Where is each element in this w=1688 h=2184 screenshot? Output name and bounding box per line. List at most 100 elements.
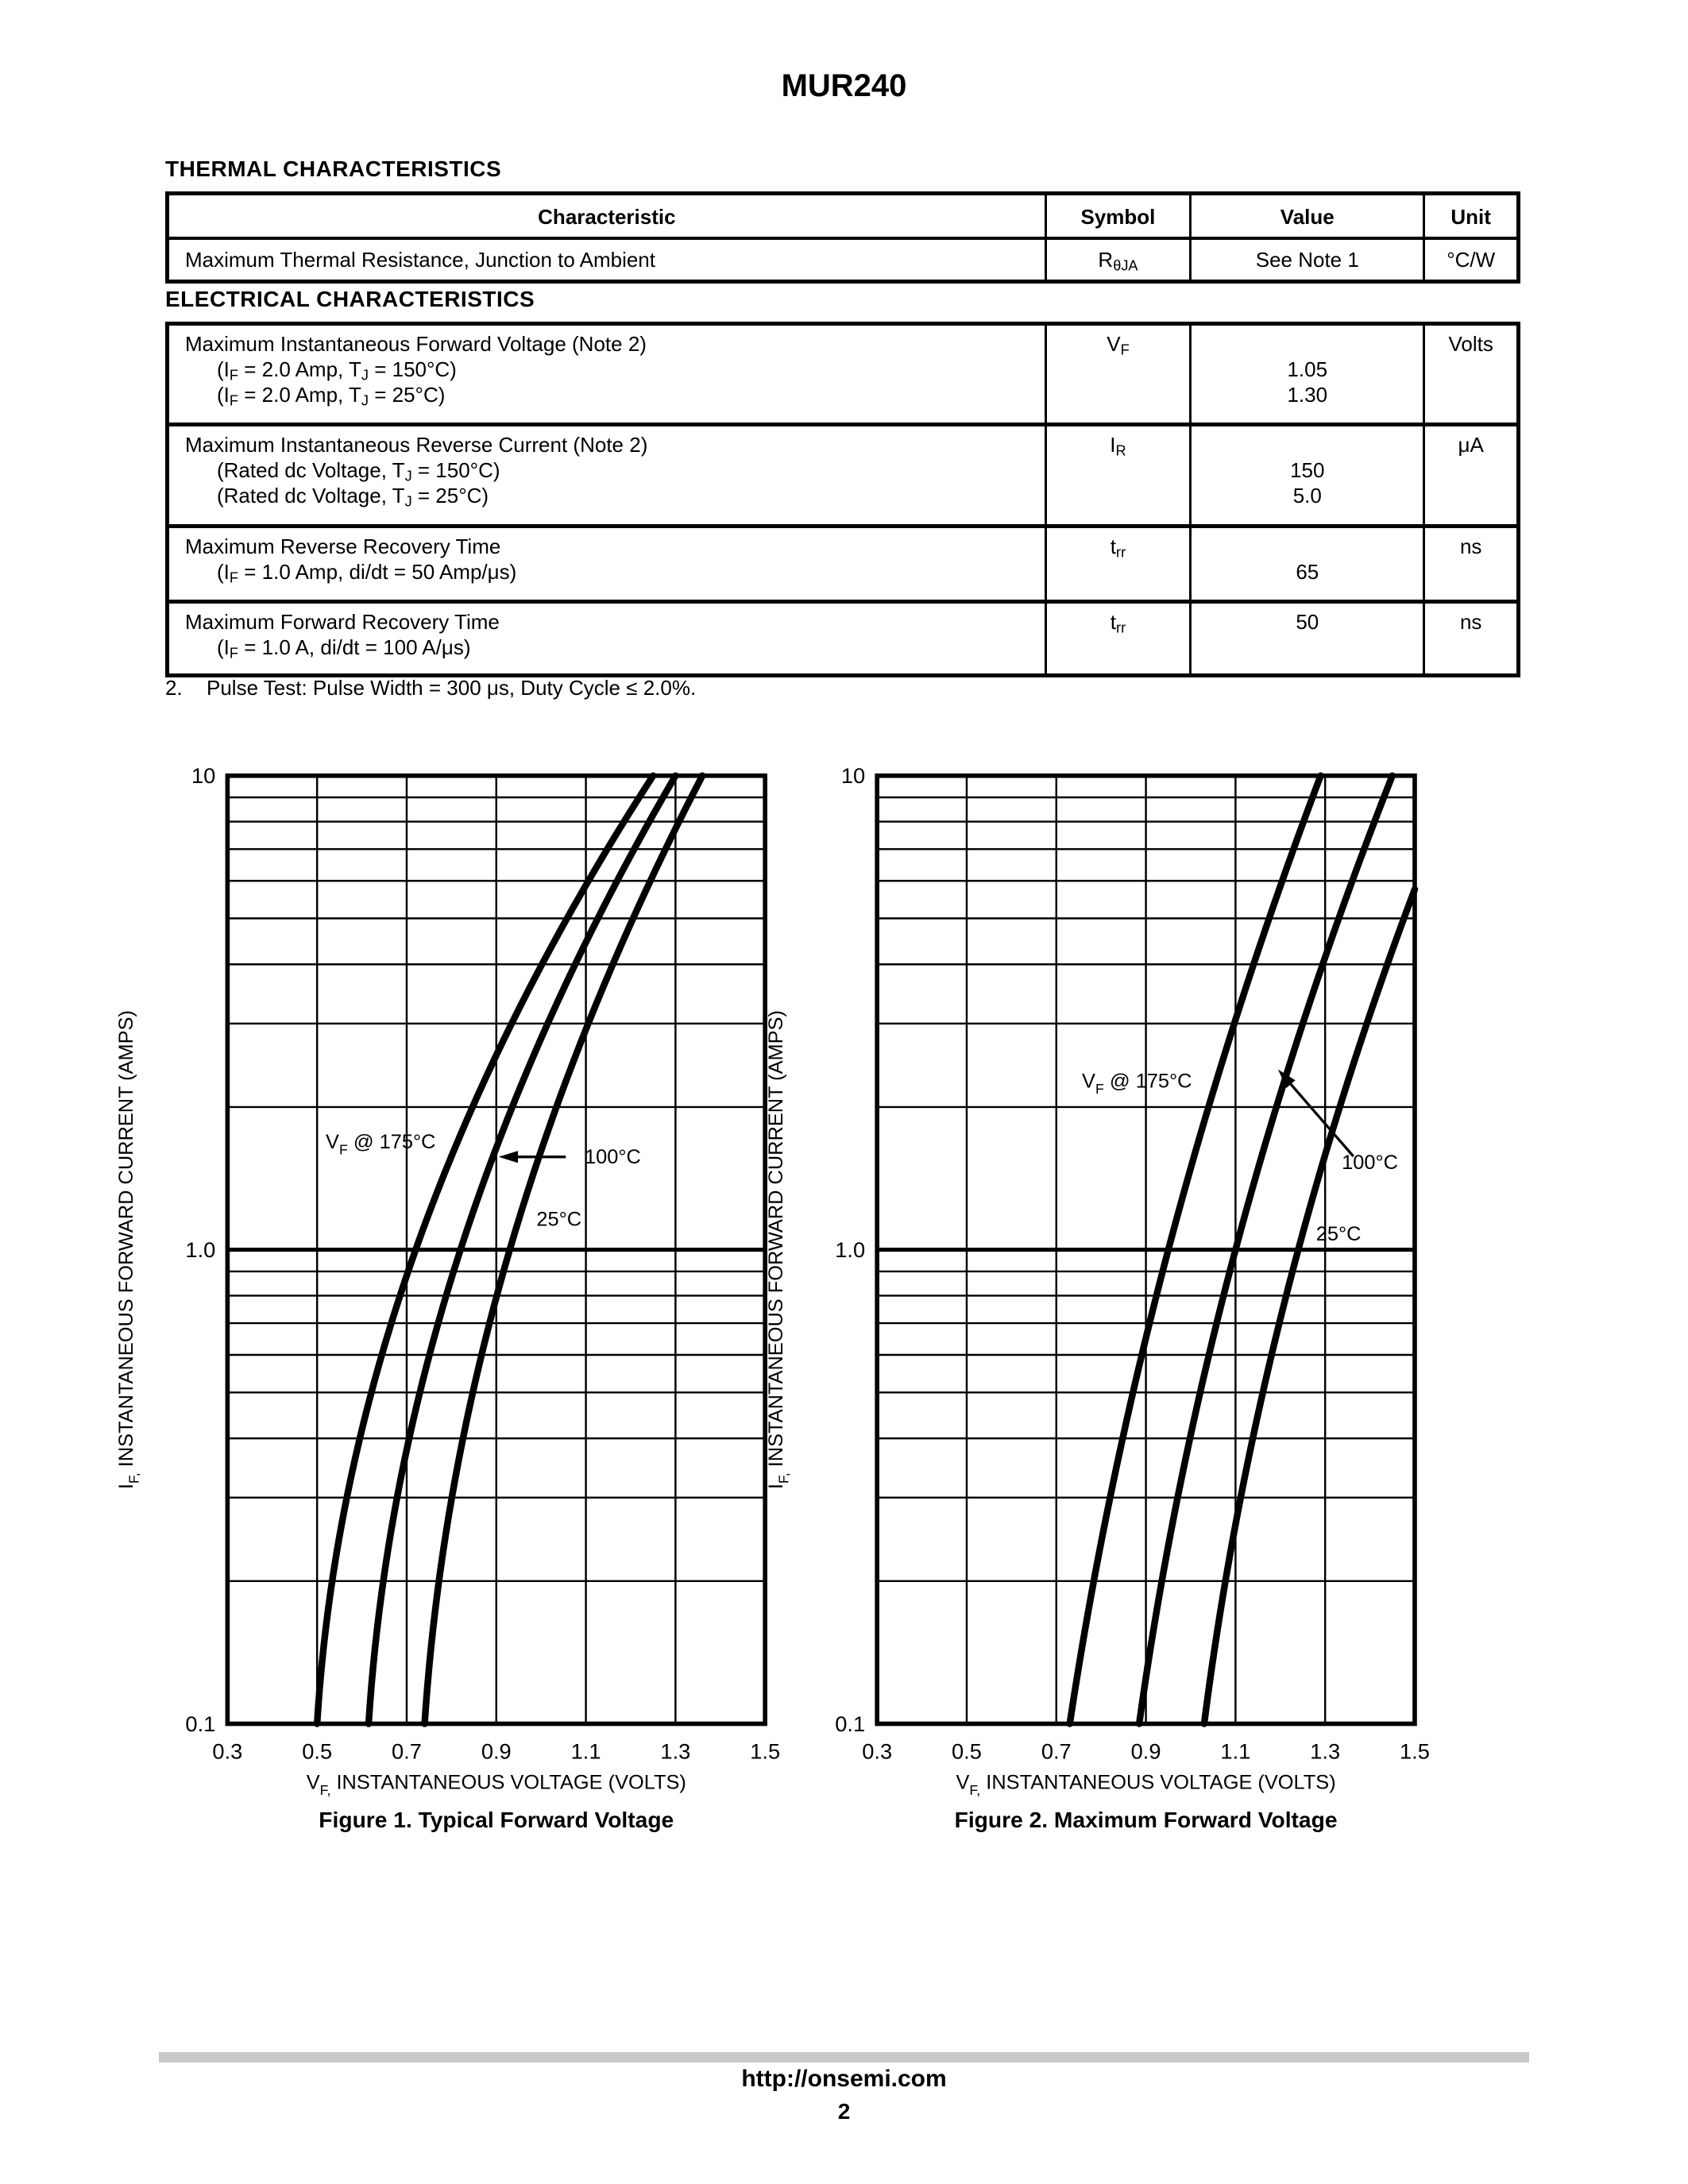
unit-cell: Volts	[1423, 326, 1516, 423]
value-cell: 1.05 1.30	[1189, 326, 1423, 423]
value-line: Value	[1280, 205, 1335, 229]
characteristic-line: (IF = 2.0 Amp, TJ = 150°C)	[217, 357, 457, 384]
x-tick-label: 1.3	[1310, 1739, 1340, 1764]
table-row: Maximum Instantaneous Forward Voltage (N…	[169, 326, 1516, 426]
forward-voltage-charts: 0.3 0.5 0.7 0.9 1.1 1.3 1.5 10 1.0 0.1 VF, INSTANT…	[115, 763, 1430, 1832]
x-axis-title: VF, INSTANTANEOUS VOLTAGE (VOLTS)	[956, 1771, 1336, 1798]
x-tick-label: 0.7	[1041, 1739, 1072, 1764]
x-tick-label: 1.5	[1400, 1739, 1430, 1764]
table-row: Maximum Reverse Recovery Time (IF = 1.0 A…	[169, 528, 1516, 604]
annotation-arrow-head	[498, 1151, 519, 1163]
unit-cell: Unit	[1423, 195, 1516, 237]
footnote-text: Pulse Test: Pulse Width = 300 μs, Duty C…	[207, 676, 697, 700]
y-tick-label: 10	[841, 763, 865, 788]
x-tick-label: 0.5	[302, 1739, 332, 1764]
plot-border	[875, 773, 1417, 1727]
annotation-arrow-line	[1289, 1083, 1354, 1158]
value-cell: 65	[1189, 528, 1423, 600]
y-axis-title: IF, INSTANTANEOUS FORWARD CURRENT (AMPS)	[765, 1010, 792, 1489]
table-row: Maximum Forward Recovery Time (IF = 1.0 A…	[169, 604, 1516, 673]
value-cell: 50	[1189, 604, 1423, 673]
symbol-cell: trr	[1044, 528, 1189, 600]
y-axis-title: IF, INSTANTANEOUS FORWARD CURRENT (AMPS)	[115, 1010, 142, 1489]
characteristic-line: (Rated dc Voltage, TJ = 150°C)	[217, 458, 500, 484]
footer-url: http://onsemi.com	[741, 2066, 947, 2092]
value-line: 1.05	[1287, 357, 1328, 381]
symbol-cell: trr	[1044, 604, 1189, 673]
chart: 0.3 0.5 0.7 0.9 1.1 1.3 1.5 10 1.0 0.1 VF, INSTANT…	[765, 763, 1430, 1832]
symbol-cell: IR	[1044, 426, 1189, 524]
thermal-table: Characteristic Symbol Value Unit Maximum The…	[165, 191, 1520, 284]
value-cell: See Note 1	[1189, 240, 1423, 280]
curve-label: 25°C	[536, 1209, 581, 1231]
symbol-cell: RθJA	[1044, 240, 1189, 280]
characteristic-cell: Maximum Reverse Recovery Time (IF = 1.0 A…	[169, 528, 1045, 600]
annotation-arrow-head	[1277, 1069, 1296, 1089]
symbol-cell: Symbol	[1044, 195, 1189, 237]
curve-175C	[313, 772, 657, 1727]
characteristic-cell: Maximum Instantaneous Forward Voltage (N…	[169, 326, 1045, 423]
characteristic-line: Maximum Instantaneous Reverse Current (N…	[185, 433, 648, 457]
curve-25C	[421, 772, 706, 1727]
characteristic-cell: Maximum Instantaneous Reverse Current (N…	[169, 426, 1045, 524]
x-tick-label: 1.3	[660, 1739, 690, 1764]
unit-cell: °C/W	[1423, 240, 1516, 280]
electrical-section-heading: ELECTRICAL CHARACTERISTICS	[165, 287, 535, 311]
figure-caption: Figure 2. Maximum Forward Voltage	[955, 1807, 1338, 1832]
x-tick-label: 0.7	[392, 1739, 422, 1764]
characteristic-line: Characteristic	[538, 205, 676, 229]
value-line	[1192, 432, 1423, 457]
curve-175C	[1066, 772, 1324, 1727]
y-tick-label: 0.1	[835, 1711, 865, 1736]
x-tick-label: 0.9	[481, 1739, 512, 1764]
unit-cell: ns	[1423, 604, 1516, 673]
characteristic-line: Maximum Instantaneous Forward Voltage (N…	[185, 332, 647, 356]
thermal-section-heading: THERMAL CHARACTERISTICS	[165, 156, 502, 181]
characteristic-line: (IF = 1.0 A, di/dt = 100 A/μs)	[217, 635, 471, 662]
value-line	[1192, 534, 1423, 559]
x-axis-title: VF, INSTANTANEOUS VOLTAGE (VOLTS)	[307, 1771, 686, 1798]
value-line: 1.30	[1287, 383, 1328, 407]
x-tick-label: 0.5	[952, 1739, 982, 1764]
curve-25C	[1200, 886, 1419, 1727]
value-line	[1192, 331, 1423, 357]
characteristic-cell: Maximum Thermal Resistance, Junction to …	[169, 240, 1045, 280]
x-tick-label: 0.3	[862, 1739, 892, 1764]
curve-label: VF @ 175°C	[326, 1131, 435, 1158]
footnote: 2. Pulse Test: Pulse Width = 300 μs, Duty…	[165, 676, 696, 700]
electrical-table: Maximum Instantaneous Forward Voltage (N…	[165, 322, 1520, 677]
footnote-number: 2.	[165, 676, 183, 700]
value-line: See Note 1	[1255, 248, 1359, 272]
unit-cell: μA	[1423, 426, 1516, 524]
characteristic-line: (Rated dc Voltage, TJ = 25°C)	[217, 484, 489, 510]
page-number: 2	[837, 2099, 851, 2124]
characteristic-line: Maximum Thermal Resistance, Junction to …	[185, 248, 655, 272]
value-line: 65	[1296, 560, 1319, 584]
x-tick-label: 0.3	[212, 1739, 242, 1764]
y-tick-label: 10	[191, 763, 215, 788]
curve-100C	[1135, 772, 1396, 1727]
curve-100C	[365, 772, 679, 1727]
plot-border	[225, 773, 767, 1727]
y-tick-label: 1.0	[185, 1237, 215, 1262]
table-row: Maximum Instantaneous Reverse Current (N…	[169, 426, 1516, 528]
curve-label: 25°C	[1316, 1223, 1362, 1245]
value-line: 50	[1296, 610, 1319, 634]
table-header-row: Characteristic Symbol Value Unit	[169, 195, 1516, 240]
x-tick-label: 1.1	[571, 1739, 601, 1764]
y-tick-label: 1.0	[835, 1237, 865, 1262]
unit-cell: ns	[1423, 528, 1516, 600]
footer-divider	[159, 2052, 1529, 2062]
curve-label: VF @ 175°C	[1082, 1071, 1192, 1098]
curve-label: 100°C	[1342, 1152, 1398, 1174]
characteristic-cell: Maximum Forward Recovery Time (IF = 1.0 A…	[169, 604, 1045, 673]
x-tick-label: 0.9	[1131, 1739, 1161, 1764]
value-line: 150	[1290, 458, 1325, 482]
value-line: 5.0	[1292, 484, 1322, 507]
symbol-cell: VF	[1044, 326, 1189, 423]
value-cell: 150 5.0	[1189, 426, 1423, 524]
value-cell: Value	[1189, 195, 1423, 237]
chart: 0.3 0.5 0.7 0.9 1.1 1.3 1.5 10 1.0 0.1 VF, INSTANT…	[115, 763, 780, 1832]
x-tick-label: 1.1	[1220, 1739, 1250, 1764]
